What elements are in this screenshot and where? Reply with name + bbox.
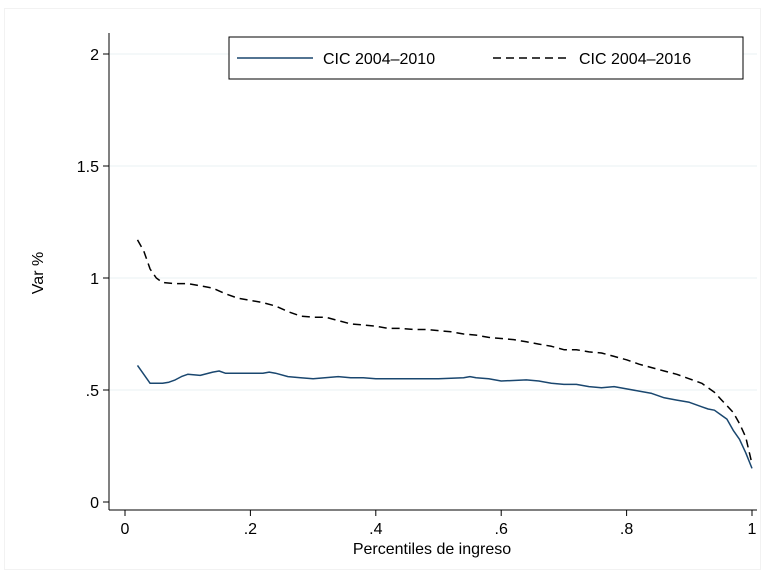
legend: CIC 2004–2010 CIC 2004–2016	[228, 36, 744, 80]
x-tick-label: .8	[620, 521, 633, 538]
y-tick-label: .5	[86, 383, 99, 400]
grid-lines	[110, 53, 757, 391]
legend-label-series-1: CIC 2004–2010	[323, 51, 435, 68]
legend-label-series-2: CIC 2004–2016	[579, 51, 691, 68]
y-axis-title: Var %	[30, 252, 47, 294]
y-tick-label: 0	[90, 495, 99, 512]
series-line-1	[136, 364, 753, 469]
x-tick-label: .6	[495, 521, 508, 538]
x-tick-label: .2	[244, 521, 257, 538]
y-tick-label: 1	[90, 271, 99, 288]
x-tick-label: .4	[369, 521, 382, 538]
axes	[108, 33, 757, 511]
series-lines	[136, 239, 753, 469]
line-chart: 0 .5 1 1.5 2 0 .2 .4 .6 .8 1 Percentiles de ingres…	[30, 33, 757, 558]
y-tick-label: 1.5	[77, 159, 99, 176]
x-tick-label: 0	[121, 521, 130, 538]
x-axis-title: Percentiles de ingreso	[353, 541, 511, 558]
y-tick-label: 2	[90, 47, 99, 64]
x-tick-label: 1	[748, 521, 757, 538]
series-line-2	[136, 239, 753, 465]
chart-frame: 0 .5 1 1.5 2 0 .2 .4 .6 .8 1 Percentiles de ingres…	[4, 8, 761, 570]
legend-box	[228, 36, 744, 80]
axis-ticks: 0 .5 1 1.5 2 0 .2 .4 .6 .8 1	[77, 47, 757, 538]
